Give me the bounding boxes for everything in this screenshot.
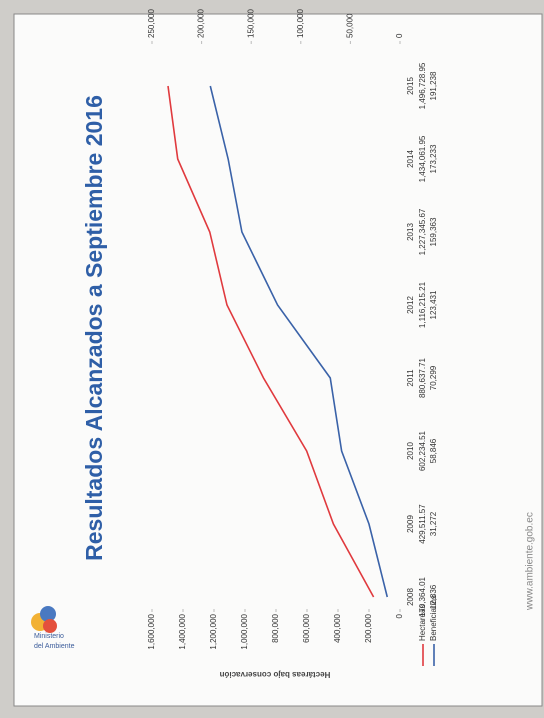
data-table-cell: 429,511.57 (418, 504, 427, 544)
data-table-cell: 70,299 (429, 365, 438, 390)
y-tick-label: 600,000 (302, 613, 311, 642)
logo-text: Ministerio (34, 633, 64, 640)
y2-tick-label: 0 (395, 33, 404, 38)
x-tick-label: 2011 (406, 369, 415, 387)
legend-label: Beneficiarios (429, 595, 438, 641)
data-table-cell: 1,227,345.67 (418, 208, 427, 255)
data-table-cell: 880,637.71 (418, 357, 427, 398)
y-tick-label: 1,200,000 (209, 613, 218, 649)
y-axis-title: Hectáreas bajo conservación (220, 670, 331, 679)
y2-tick-label: 150,000 (246, 9, 255, 38)
data-table-cell: 1,116,215.21 (418, 281, 427, 328)
data-table-cell: 602,234.51 (418, 430, 427, 471)
data-table-cell: 123,431 (429, 290, 438, 319)
y2-tick-label: 100,000 (296, 9, 305, 38)
series-line (209, 85, 389, 598)
x-tick-label: 2014 (406, 150, 415, 168)
x-tick-label: 2008 (406, 588, 415, 606)
footer-url: www.ambiente.gob.ec (525, 512, 536, 611)
data-table-cell: 1,496,728.95 (418, 62, 427, 109)
y-tick-label: 800,000 (271, 613, 280, 642)
x-tick-label: 2012 (406, 296, 415, 314)
data-table-cell: 12,836 (429, 584, 438, 609)
legend-label: Hectareas (418, 605, 427, 641)
x-tick-label: 2010 (406, 442, 415, 460)
data-table-cell: 173,233 (429, 144, 438, 173)
logo-icon (43, 619, 57, 633)
chart-title: Resultados Alcanzados a Septiembre 2016 (81, 95, 107, 561)
data-table-cell: 159,363 (429, 217, 438, 246)
x-tick-label: 2015 (406, 77, 415, 95)
y2-tick-label: 250,000 (147, 9, 156, 38)
slide-frame (13, 13, 543, 707)
data-table-cell: 170,364.01 (418, 576, 427, 617)
y-tick-label: 400,000 (333, 613, 342, 642)
y2-tick-label: 200,000 (197, 9, 206, 38)
y-tick-label: 1,000,000 (240, 613, 249, 649)
y-tick-label: 1,600,000 (147, 613, 156, 649)
series-line (167, 85, 375, 598)
data-table-cell: 58,846 (429, 438, 438, 463)
y-tick-label: 0 (395, 613, 404, 618)
logo-icon (40, 606, 56, 622)
data-table-cell: 1,434,061.95 (418, 135, 427, 182)
x-tick-label: 2013 (406, 223, 415, 241)
y-tick-label: 200,000 (364, 613, 373, 642)
data-table-cell: 31,272 (429, 511, 438, 536)
x-tick-label: 2009 (406, 515, 415, 533)
slide: Resultados Alcanzados a Septiembre 2016 … (13, 9, 543, 707)
data-table-cell: 191,238 (429, 71, 438, 100)
y2-tick-label: 50,000 (346, 13, 355, 38)
logo-text: del Ambiente (34, 643, 75, 650)
y-tick-label: 1,400,000 (178, 613, 187, 649)
